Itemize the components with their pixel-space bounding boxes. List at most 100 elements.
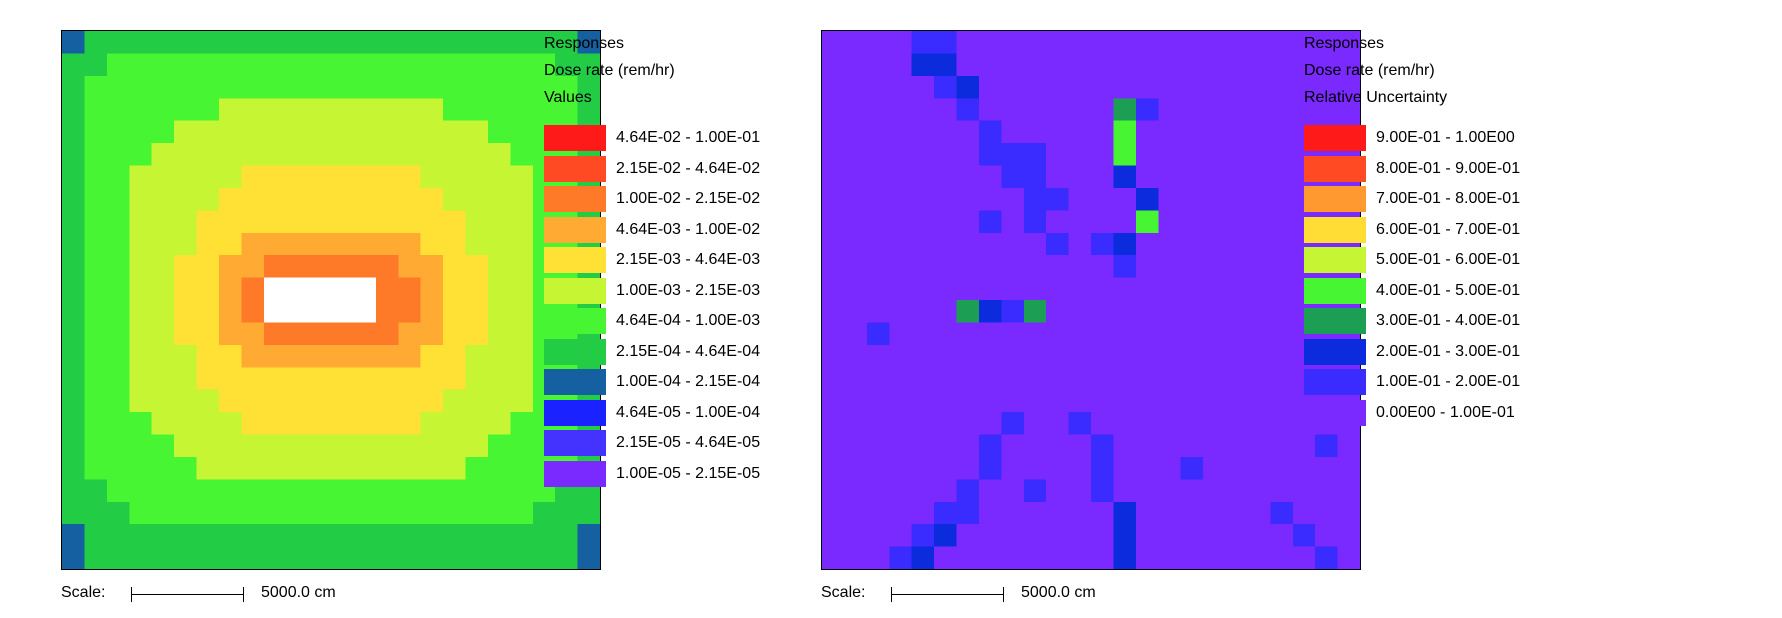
heatmap-cell <box>443 210 466 234</box>
heatmap-cell <box>1225 479 1249 503</box>
heatmap-cell <box>510 53 534 77</box>
heatmap-cell <box>822 232 845 256</box>
heatmap-cell <box>978 456 1002 480</box>
values-heatmap <box>61 30 601 570</box>
heatmap-cell <box>1046 98 1070 122</box>
legend-label: 4.64E-02 - 1.00E-01 <box>616 129 761 147</box>
heatmap-cell <box>151 546 175 569</box>
heatmap-cell <box>911 501 935 525</box>
heatmap-cell <box>263 501 287 525</box>
heatmap-cell <box>1225 412 1249 435</box>
heatmap-cell <box>84 98 108 122</box>
heatmap-cell <box>218 255 242 279</box>
heatmap-cell <box>1023 165 1047 189</box>
heatmap-cell <box>889 300 913 323</box>
uncertainty-legend-items: 9.00E-01 - 1.00E00 8.00E-01 - 9.00E-01 7.0… <box>1304 123 1564 428</box>
heatmap-cell <box>956 143 980 166</box>
heatmap-cell <box>106 456 130 480</box>
heatmap-cell <box>308 300 332 323</box>
heatmap-cell <box>62 524 85 548</box>
heatmap-cell <box>1158 120 1182 144</box>
heatmap-cell <box>353 434 377 458</box>
heatmap-cell <box>308 277 332 301</box>
heatmap-cell <box>510 546 534 569</box>
heatmap-cell <box>1180 300 1204 323</box>
heatmap-cell <box>196 31 220 54</box>
heatmap-cell <box>174 501 197 525</box>
legend-item: 2.00E-01 - 3.00E-01 <box>1304 337 1564 368</box>
heatmap-cell <box>398 456 422 480</box>
heatmap-cell <box>443 165 466 189</box>
heatmap-cell <box>1135 389 1159 413</box>
heatmap-cell <box>510 479 534 503</box>
legend-label: 1.00E-02 - 2.15E-02 <box>616 190 761 208</box>
heatmap-cell <box>241 367 265 391</box>
heatmap-cell <box>1068 434 1092 458</box>
heatmap-cell <box>844 277 868 301</box>
heatmap-cell <box>1247 232 1271 256</box>
heatmap-cell <box>241 546 265 569</box>
heatmap-cell <box>353 546 377 569</box>
heatmap-cell <box>844 300 868 323</box>
heatmap-cell <box>375 165 399 189</box>
heatmap-cell <box>1091 389 1114 413</box>
heatmap-cell <box>331 53 354 77</box>
heatmap-cell <box>1180 501 1204 525</box>
heatmap-cell <box>286 143 310 166</box>
heatmap-cell <box>331 255 354 279</box>
heatmap-cell <box>844 434 868 458</box>
heatmap-cell <box>1113 165 1137 189</box>
heatmap-cell <box>1337 53 1360 77</box>
heatmap-cell <box>196 143 220 166</box>
heatmap-cell <box>308 546 332 569</box>
legend-swatch <box>1304 186 1366 213</box>
heatmap-cell <box>1113 300 1137 323</box>
heatmap-cell <box>1023 143 1047 166</box>
heatmap-cell <box>308 53 332 77</box>
heatmap-cell <box>844 75 868 99</box>
heatmap-cell <box>555 98 579 122</box>
heatmap-cell <box>331 524 354 548</box>
heatmap-cell <box>510 75 534 99</box>
heatmap-cell <box>1046 456 1070 480</box>
heatmap-cell <box>844 98 868 122</box>
heatmap-cell <box>129 143 153 166</box>
heatmap-cell <box>1180 75 1204 99</box>
heatmap-cell <box>151 98 175 122</box>
heatmap-cell <box>1135 344 1159 368</box>
heatmap-cell <box>1091 479 1114 503</box>
heatmap-cell <box>487 456 511 480</box>
heatmap-cell <box>218 412 242 435</box>
heatmap-cell <box>331 232 354 256</box>
heatmap-cell <box>241 165 265 189</box>
heatmap-cell <box>1203 187 1226 211</box>
values-heatmap-svg <box>62 31 600 569</box>
legend-label: 4.64E-04 - 1.00E-03 <box>616 312 761 330</box>
heatmap-cell <box>62 501 85 525</box>
heatmap-cell <box>1068 31 1092 54</box>
heatmap-cell <box>174 75 197 99</box>
heatmap-cell <box>1113 322 1137 346</box>
heatmap-cell <box>241 322 265 346</box>
heatmap-cell <box>420 412 444 435</box>
legend-swatch <box>1304 247 1366 274</box>
heatmap-cell <box>62 210 85 234</box>
heatmap-cell <box>1001 120 1025 144</box>
heatmap-cell <box>956 53 980 77</box>
heatmap-cell <box>218 187 242 211</box>
heatmap-cell <box>196 456 220 480</box>
heatmap-cell <box>398 434 422 458</box>
heatmap-cell <box>911 31 935 54</box>
heatmap-cell <box>1135 31 1159 54</box>
heatmap-cell <box>465 232 489 256</box>
heatmap-cell <box>398 210 422 234</box>
heatmap-cell <box>62 277 85 301</box>
heatmap-cell <box>1068 344 1092 368</box>
heatmap-cell <box>956 456 980 480</box>
heatmap-cell <box>911 456 935 480</box>
heatmap-cell <box>1180 546 1204 569</box>
heatmap-cell <box>443 344 466 368</box>
heatmap-cell <box>174 187 197 211</box>
heatmap-cell <box>196 165 220 189</box>
heatmap-cell <box>286 524 310 548</box>
